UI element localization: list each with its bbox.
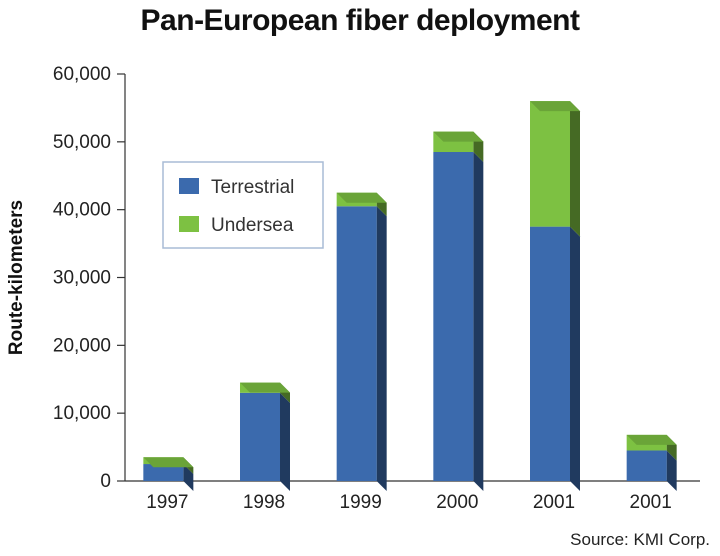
bar-front [433,152,474,481]
bar-top [530,101,580,112]
bar-segment-terrestrial [626,450,677,491]
source-note: Source: KMI Corp. [570,530,710,549]
bar-side [570,226,580,491]
x-tick-label: 2001 [533,492,575,513]
bar-front [530,101,570,227]
bar-top [626,434,677,445]
y-axis-label: Route-kilometers [6,200,27,355]
y-tick-label: 30,000 [53,268,111,289]
y-tick-label: 50,000 [53,132,111,153]
x-tick-label: 2001 [630,492,672,513]
legend-swatch-undersea [179,216,199,232]
bar-segment-terrestrial [433,152,484,491]
legend: Terrestrial Undersea [162,161,324,249]
bar-segment-terrestrial [240,392,290,491]
chart-title: Pan-European fiber deployment [140,4,580,37]
legend-label-undersea: Undersea [211,215,294,236]
bar-segment-terrestrial [336,206,387,491]
legend-label-terrestrial: Terrestrial [211,177,294,198]
y-tick-label: 0 [100,471,111,492]
bar-side [280,392,290,491]
axes: 0 10,000 20,000 30,000 40,000 50,000 60,000 Rou… [6,64,700,513]
x-tick-label: 1997 [146,492,188,513]
bar-top [240,382,290,393]
bars [143,101,677,491]
x-tick-label: 1999 [340,492,382,513]
bar-top [336,192,387,203]
x-tick-label: 2000 [436,492,478,513]
y-tick-label: 20,000 [53,335,111,356]
bar-front [240,392,280,481]
bar-side [376,206,387,491]
bar-side [473,152,484,491]
bar-side [183,464,194,491]
bar-front [143,464,184,481]
y-tick-label: 10,000 [53,403,111,424]
bar-front [626,450,667,481]
bar-front [530,226,570,481]
bar-segment-terrestrial [143,464,194,491]
legend-box [162,161,324,249]
legend-swatch-terrestrial [179,178,199,194]
bar-segment-terrestrial [530,226,580,491]
bar-front [336,206,377,481]
bar-segment-undersea [530,101,580,237]
y-tick-label: 40,000 [53,200,111,221]
bar-side [570,101,580,237]
bar-side [666,450,677,491]
bar-top [143,457,194,468]
x-tick-label: 1998 [243,492,285,513]
bar-top [433,131,484,142]
y-tick-label: 60,000 [53,64,111,85]
